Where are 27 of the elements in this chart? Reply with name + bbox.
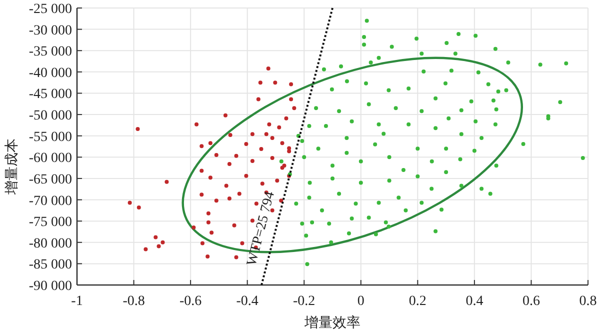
- x-axis-title: 增量效率: [304, 315, 360, 331]
- y-tick-label: -35 000: [28, 44, 72, 60]
- x-tick-label: -0.4: [236, 294, 258, 309]
- y-tick-label: -45 000: [28, 87, 72, 102]
- annotation: WTP=25 794: [244, 190, 278, 268]
- y-tick-label: -25 000: [28, 2, 72, 17]
- y-tick-label: -65 000: [28, 172, 72, 188]
- y-tick-label: -70 000: [28, 194, 72, 209]
- x-tick-label: -0.6: [179, 294, 202, 309]
- y-axis-title: 增量成本: [4, 138, 20, 196]
- x-tick-label: 0.6: [522, 294, 540, 309]
- y-tick-label: -90 000: [28, 279, 72, 294]
- y-tick-label: -50 000: [28, 108, 72, 124]
- x-tick-label: 0: [357, 294, 364, 309]
- x-tick-label: 0.2: [408, 294, 426, 309]
- y-tick-label: -40 000: [28, 66, 72, 81]
- x-tick-label: -0.8: [122, 294, 145, 309]
- x-tick-label: 0.8: [579, 294, 597, 309]
- y-tick-label: -80 000: [28, 236, 72, 252]
- y-tick-label: -55 000: [28, 130, 72, 145]
- x-tick-label: 0.4: [466, 294, 484, 309]
- x-tick-label: -0.2: [293, 294, 316, 309]
- y-tick-label: -85 000: [28, 258, 72, 273]
- y-tick-label: -60 000: [28, 151, 72, 166]
- x-tick-label: -1: [71, 294, 83, 309]
- y-tick-label: -30 000: [28, 23, 72, 38]
- y-tick-label: -75 000: [28, 215, 72, 230]
